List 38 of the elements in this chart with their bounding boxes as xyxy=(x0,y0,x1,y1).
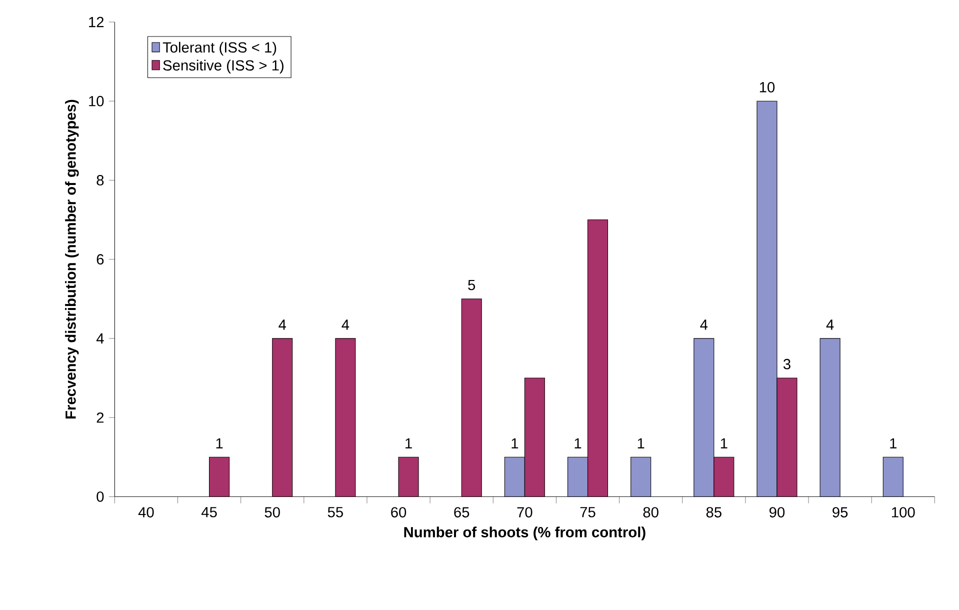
x-tick-label: 95 xyxy=(832,507,848,518)
x-tick-label: 70 xyxy=(517,507,532,518)
x-tick-label: 85 xyxy=(706,507,722,518)
x-tick-label: 90 xyxy=(770,507,785,518)
data-label: 5 xyxy=(468,280,476,290)
data-label: 10 xyxy=(760,82,775,92)
data-label: 1 xyxy=(216,438,223,448)
data-label: 1 xyxy=(638,438,644,448)
y-tick-label: 12 xyxy=(89,16,104,28)
legend-label: Sensitive (ISS > 1) xyxy=(163,60,284,74)
data-label: 4 xyxy=(826,320,834,330)
y-tick-label: 0 xyxy=(96,491,104,502)
legend-label: Tolerant (ISS < 1) xyxy=(162,42,276,56)
y-tick-label: 2 xyxy=(96,412,104,423)
x-tick-label: 80 xyxy=(643,507,658,518)
x-tick-label: 40 xyxy=(138,507,154,518)
y-axis-title: Frecvency distribution (number of genotypes) xyxy=(65,100,79,418)
data-label: 1 xyxy=(406,438,412,448)
data-label: 4 xyxy=(342,320,350,330)
data-label: 1 xyxy=(890,438,897,448)
y-tick-label: 8 xyxy=(96,175,104,186)
data-label: 1 xyxy=(574,438,582,448)
x-tick-label: 55 xyxy=(328,507,343,518)
data-label: 4 xyxy=(700,320,708,330)
data-label: 1 xyxy=(512,438,518,448)
y-tick-label: 10 xyxy=(89,96,104,106)
data-label: 3 xyxy=(783,358,790,370)
x-tick-label: 65 xyxy=(454,507,470,518)
x-axis-title: Number of shoots (% from control) xyxy=(404,526,646,540)
x-tick-label: 100 xyxy=(892,507,915,518)
data-label: 4 xyxy=(278,320,286,330)
x-tick-label: 60 xyxy=(391,507,406,518)
x-tick-label: 50 xyxy=(264,507,280,518)
data-label: 1 xyxy=(720,438,728,448)
x-tick-label: 45 xyxy=(201,507,217,518)
y-tick-label: 4 xyxy=(96,333,104,344)
y-tick-label: 6 xyxy=(96,254,104,265)
x-tick-label: 75 xyxy=(580,507,596,518)
